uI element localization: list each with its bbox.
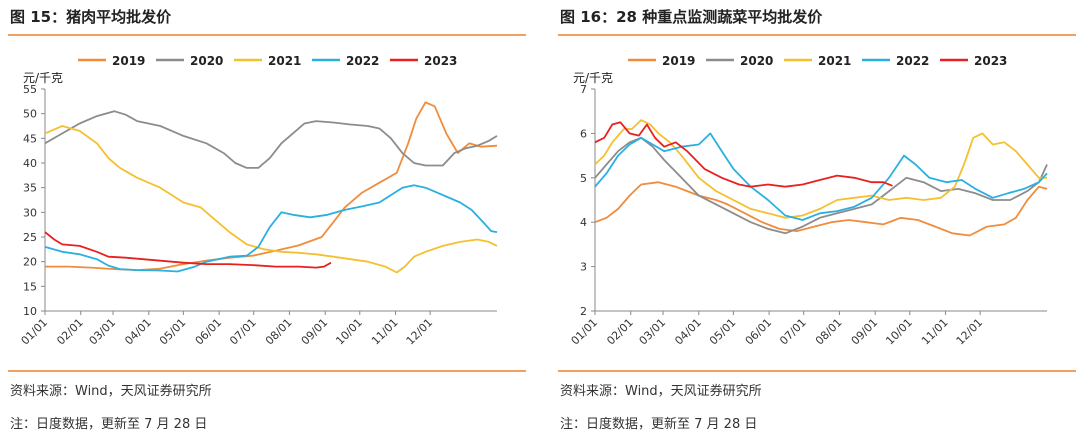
x-tick-label: 05/01 <box>157 316 189 348</box>
y-tick-label: 40 <box>23 157 37 170</box>
x-tick-label: 11/01 <box>369 316 401 348</box>
x-tick-label: 04/01 <box>122 316 154 348</box>
y-tick-label: 45 <box>23 132 37 145</box>
x-tick-label: 04/01 <box>672 316 704 348</box>
x-tick-label: 06/01 <box>193 316 225 348</box>
legend-label-2019: 2019 <box>662 54 695 68</box>
legend-label-2019: 2019 <box>112 54 145 68</box>
y-axis-label: 元/千克 <box>23 71 63 85</box>
source-note: 资料来源：Wind，天风证券研究所 <box>10 384 212 399</box>
legend-label-2020: 2020 <box>190 54 223 68</box>
series-line-2023 <box>594 121 893 188</box>
series-line-2022 <box>44 184 498 273</box>
remark-note: 注：日度数据，更新至 7 月 28 日 <box>560 417 758 432</box>
y-tick-label: 3 <box>580 261 587 274</box>
series-line-2023 <box>44 231 332 269</box>
y-tick-label: 5 <box>580 172 587 185</box>
x-tick-label: 02/01 <box>54 316 86 348</box>
legend-label-2023: 2023 <box>974 54 1007 68</box>
series-line-2019 <box>45 101 498 271</box>
chart-title: 图 16：28 种重点监测蔬菜平均批发价 <box>560 8 823 26</box>
line-chart-pork-price: 2019 2020 2021 2022 2023 元/千克 10 15 20 25 30 35 40 45… <box>19 54 498 348</box>
title-divider <box>558 34 1076 36</box>
x-tick-label: 05/01 <box>707 316 739 348</box>
x-tick-label: 12/01 <box>404 316 436 348</box>
line-chart-vegetable-price: 2019 2020 2021 2022 2023 元/千克 2 3 4 5 6 7 01/01 02/01… <box>569 54 1048 348</box>
chart-title: 图 15：猪肉平均批发价 <box>10 8 172 26</box>
y-tick-label: 35 <box>23 182 37 195</box>
legend-label-2022: 2022 <box>896 54 929 68</box>
series-line-2020 <box>594 136 1048 235</box>
x-tick-label: 02/01 <box>604 316 636 348</box>
x-tick-label: 03/01 <box>637 316 669 348</box>
y-tick-label: 6 <box>580 127 587 140</box>
chart-panel-vegetables: 图 16：28 种重点监测蔬菜平均批发价 2019 2020 2021 2022 202… <box>550 0 1080 438</box>
x-tick-label: 06/01 <box>743 316 775 348</box>
legend: 2019 2020 2021 2022 2023 <box>628 54 1007 68</box>
footer-divider <box>8 370 526 372</box>
chart-panel-pork: 图 15：猪肉平均批发价 2019 2020 2021 2022 2023 元/千克 10 1… <box>0 0 530 438</box>
x-tick-label: 07/01 <box>777 316 809 348</box>
x-tick-label: 08/01 <box>813 316 845 348</box>
x-tick-label: 12/01 <box>954 316 986 348</box>
y-tick-label: 7 <box>580 83 587 96</box>
series-line-2019 <box>594 181 1048 237</box>
y-tick-label: 25 <box>23 231 37 244</box>
series-line-2021 <box>44 125 498 274</box>
series-line-2022 <box>594 132 1048 221</box>
x-tick-label: 03/01 <box>87 316 119 348</box>
x-tick-label: 09/01 <box>849 316 881 348</box>
remark-note: 注：日度数据，更新至 7 月 28 日 <box>10 417 208 432</box>
y-tick-label: 30 <box>23 206 37 219</box>
x-tick-label: 01/01 <box>569 316 601 348</box>
y-tick-label: 20 <box>23 256 37 269</box>
legend-label-2021: 2021 <box>818 54 851 68</box>
x-tick-label: 10/01 <box>333 316 365 348</box>
y-tick-label: 55 <box>23 83 37 96</box>
y-tick-label: 2 <box>580 305 587 318</box>
title-divider <box>8 34 526 36</box>
legend-label-2023: 2023 <box>424 54 457 68</box>
x-tick-label: 10/01 <box>883 316 915 348</box>
y-tick-label: 4 <box>580 216 587 229</box>
series-line-2021 <box>594 119 1047 219</box>
legend-label-2021: 2021 <box>268 54 301 68</box>
y-axis-label: 元/千克 <box>573 71 613 85</box>
legend: 2019 2020 2021 2022 2023 <box>78 54 457 68</box>
x-tick-label: 11/01 <box>919 316 951 348</box>
source-note: 资料来源：Wind，天风证券研究所 <box>560 384 762 399</box>
x-tick-label: 07/01 <box>227 316 259 348</box>
y-tick-label: 15 <box>23 280 37 293</box>
legend-label-2022: 2022 <box>346 54 379 68</box>
legend-label-2020: 2020 <box>740 54 773 68</box>
y-tick-label: 10 <box>23 305 37 318</box>
footer-divider <box>558 370 1076 372</box>
x-tick-label: 01/01 <box>19 316 51 348</box>
y-tick-label: 50 <box>23 108 37 121</box>
x-tick-label: 09/01 <box>299 316 331 348</box>
series-line-2020 <box>44 110 498 169</box>
x-tick-label: 08/01 <box>263 316 295 348</box>
